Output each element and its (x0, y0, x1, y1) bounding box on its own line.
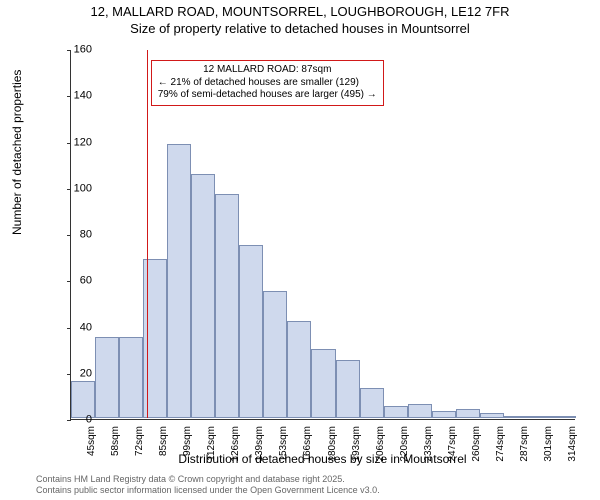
histogram-bar (191, 174, 215, 418)
histogram-bar (504, 416, 528, 418)
y-tick-label: 80 (62, 230, 92, 241)
y-tick-label: 100 (62, 183, 92, 194)
histogram-bar (167, 144, 191, 418)
plot-region: 45sqm58sqm72sqm85sqm99sqm112sqm126sqm139… (70, 50, 575, 420)
footer-line1: Contains HM Land Registry data © Crown c… (36, 474, 380, 485)
histogram-bar (311, 349, 335, 418)
y-tick-label: 0 (62, 415, 92, 426)
chart-title: 12, MALLARD ROAD, MOUNTSORREL, LOUGHBORO… (0, 0, 600, 38)
histogram-bar (384, 406, 408, 418)
y-tick-label: 140 (62, 91, 92, 102)
histogram-bar (239, 245, 263, 418)
y-tick-label: 160 (62, 45, 92, 56)
annotation-line2: ← 21% of detached houses are smaller (12… (158, 77, 377, 90)
histogram-bar (71, 381, 95, 418)
histogram-bar (215, 194, 239, 418)
y-axis-label: Number of detached properties (10, 70, 24, 235)
y-tick-label: 60 (62, 276, 92, 287)
x-axis-label: Distribution of detached houses by size … (70, 452, 575, 466)
annotation-line1: 12 MALLARD ROAD: 87sqm (158, 64, 377, 77)
histogram-bar (528, 416, 552, 418)
reference-line (147, 50, 148, 418)
histogram-bar (95, 337, 119, 418)
annotation-line3: 79% of semi-detached houses are larger (… (158, 89, 377, 102)
footer: Contains HM Land Registry data © Crown c… (36, 474, 380, 496)
histogram-bar (408, 404, 432, 418)
histogram-bar (432, 411, 456, 418)
y-tick-label: 40 (62, 322, 92, 333)
histogram-bar (360, 388, 384, 418)
histogram-bar (119, 337, 143, 418)
footer-line2: Contains public sector information licen… (36, 485, 380, 496)
annotation-box: 12 MALLARD ROAD: 87sqm← 21% of detached … (151, 60, 384, 106)
title-line2: Size of property relative to detached ho… (0, 21, 600, 38)
histogram-bar (336, 360, 360, 418)
y-tick-label: 120 (62, 137, 92, 148)
histogram-bar (480, 413, 504, 418)
histogram-bar (263, 291, 287, 418)
histogram-bar (287, 321, 311, 418)
histogram-bar (456, 409, 480, 418)
histogram-bar (552, 416, 576, 418)
title-line1: 12, MALLARD ROAD, MOUNTSORREL, LOUGHBORO… (0, 4, 600, 21)
y-tick-label: 20 (62, 368, 92, 379)
chart-area: 45sqm58sqm72sqm85sqm99sqm112sqm126sqm139… (70, 50, 575, 420)
